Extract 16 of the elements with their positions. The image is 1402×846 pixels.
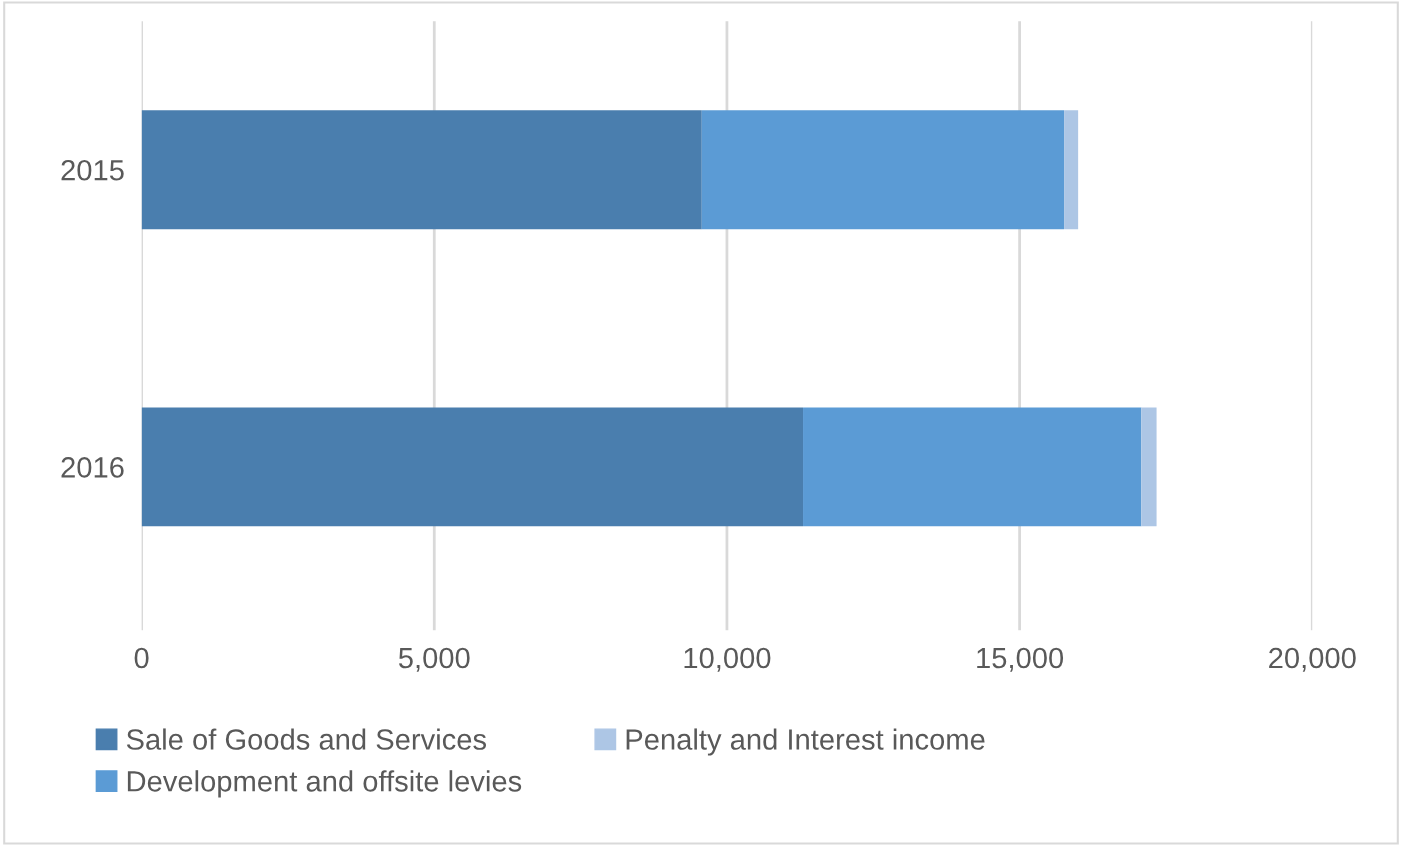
y-tick-label: 2015 — [61, 159, 124, 181]
legend-label: Development and offsite levies — [127, 770, 522, 798]
bar — [1064, 110, 1079, 230]
x-tick-label: 20,000 — [1269, 647, 1356, 672]
x-tick-label: 5,000 — [398, 647, 470, 672]
x-tick-label: 0 — [134, 647, 149, 669]
bar — [141, 407, 804, 527]
bar — [1141, 407, 1157, 527]
x-tick-label: 10,000 — [684, 647, 771, 672]
bar — [803, 407, 1142, 527]
legend-label: Penalty and Interest income — [626, 728, 985, 756]
bar — [141, 110, 702, 230]
y-tick-label: 2016 — [61, 457, 124, 478]
x-tick-label: 15,000 — [977, 647, 1064, 672]
legend-label: Sale of Goods and Services — [126, 728, 487, 750]
bar — [701, 110, 1065, 230]
